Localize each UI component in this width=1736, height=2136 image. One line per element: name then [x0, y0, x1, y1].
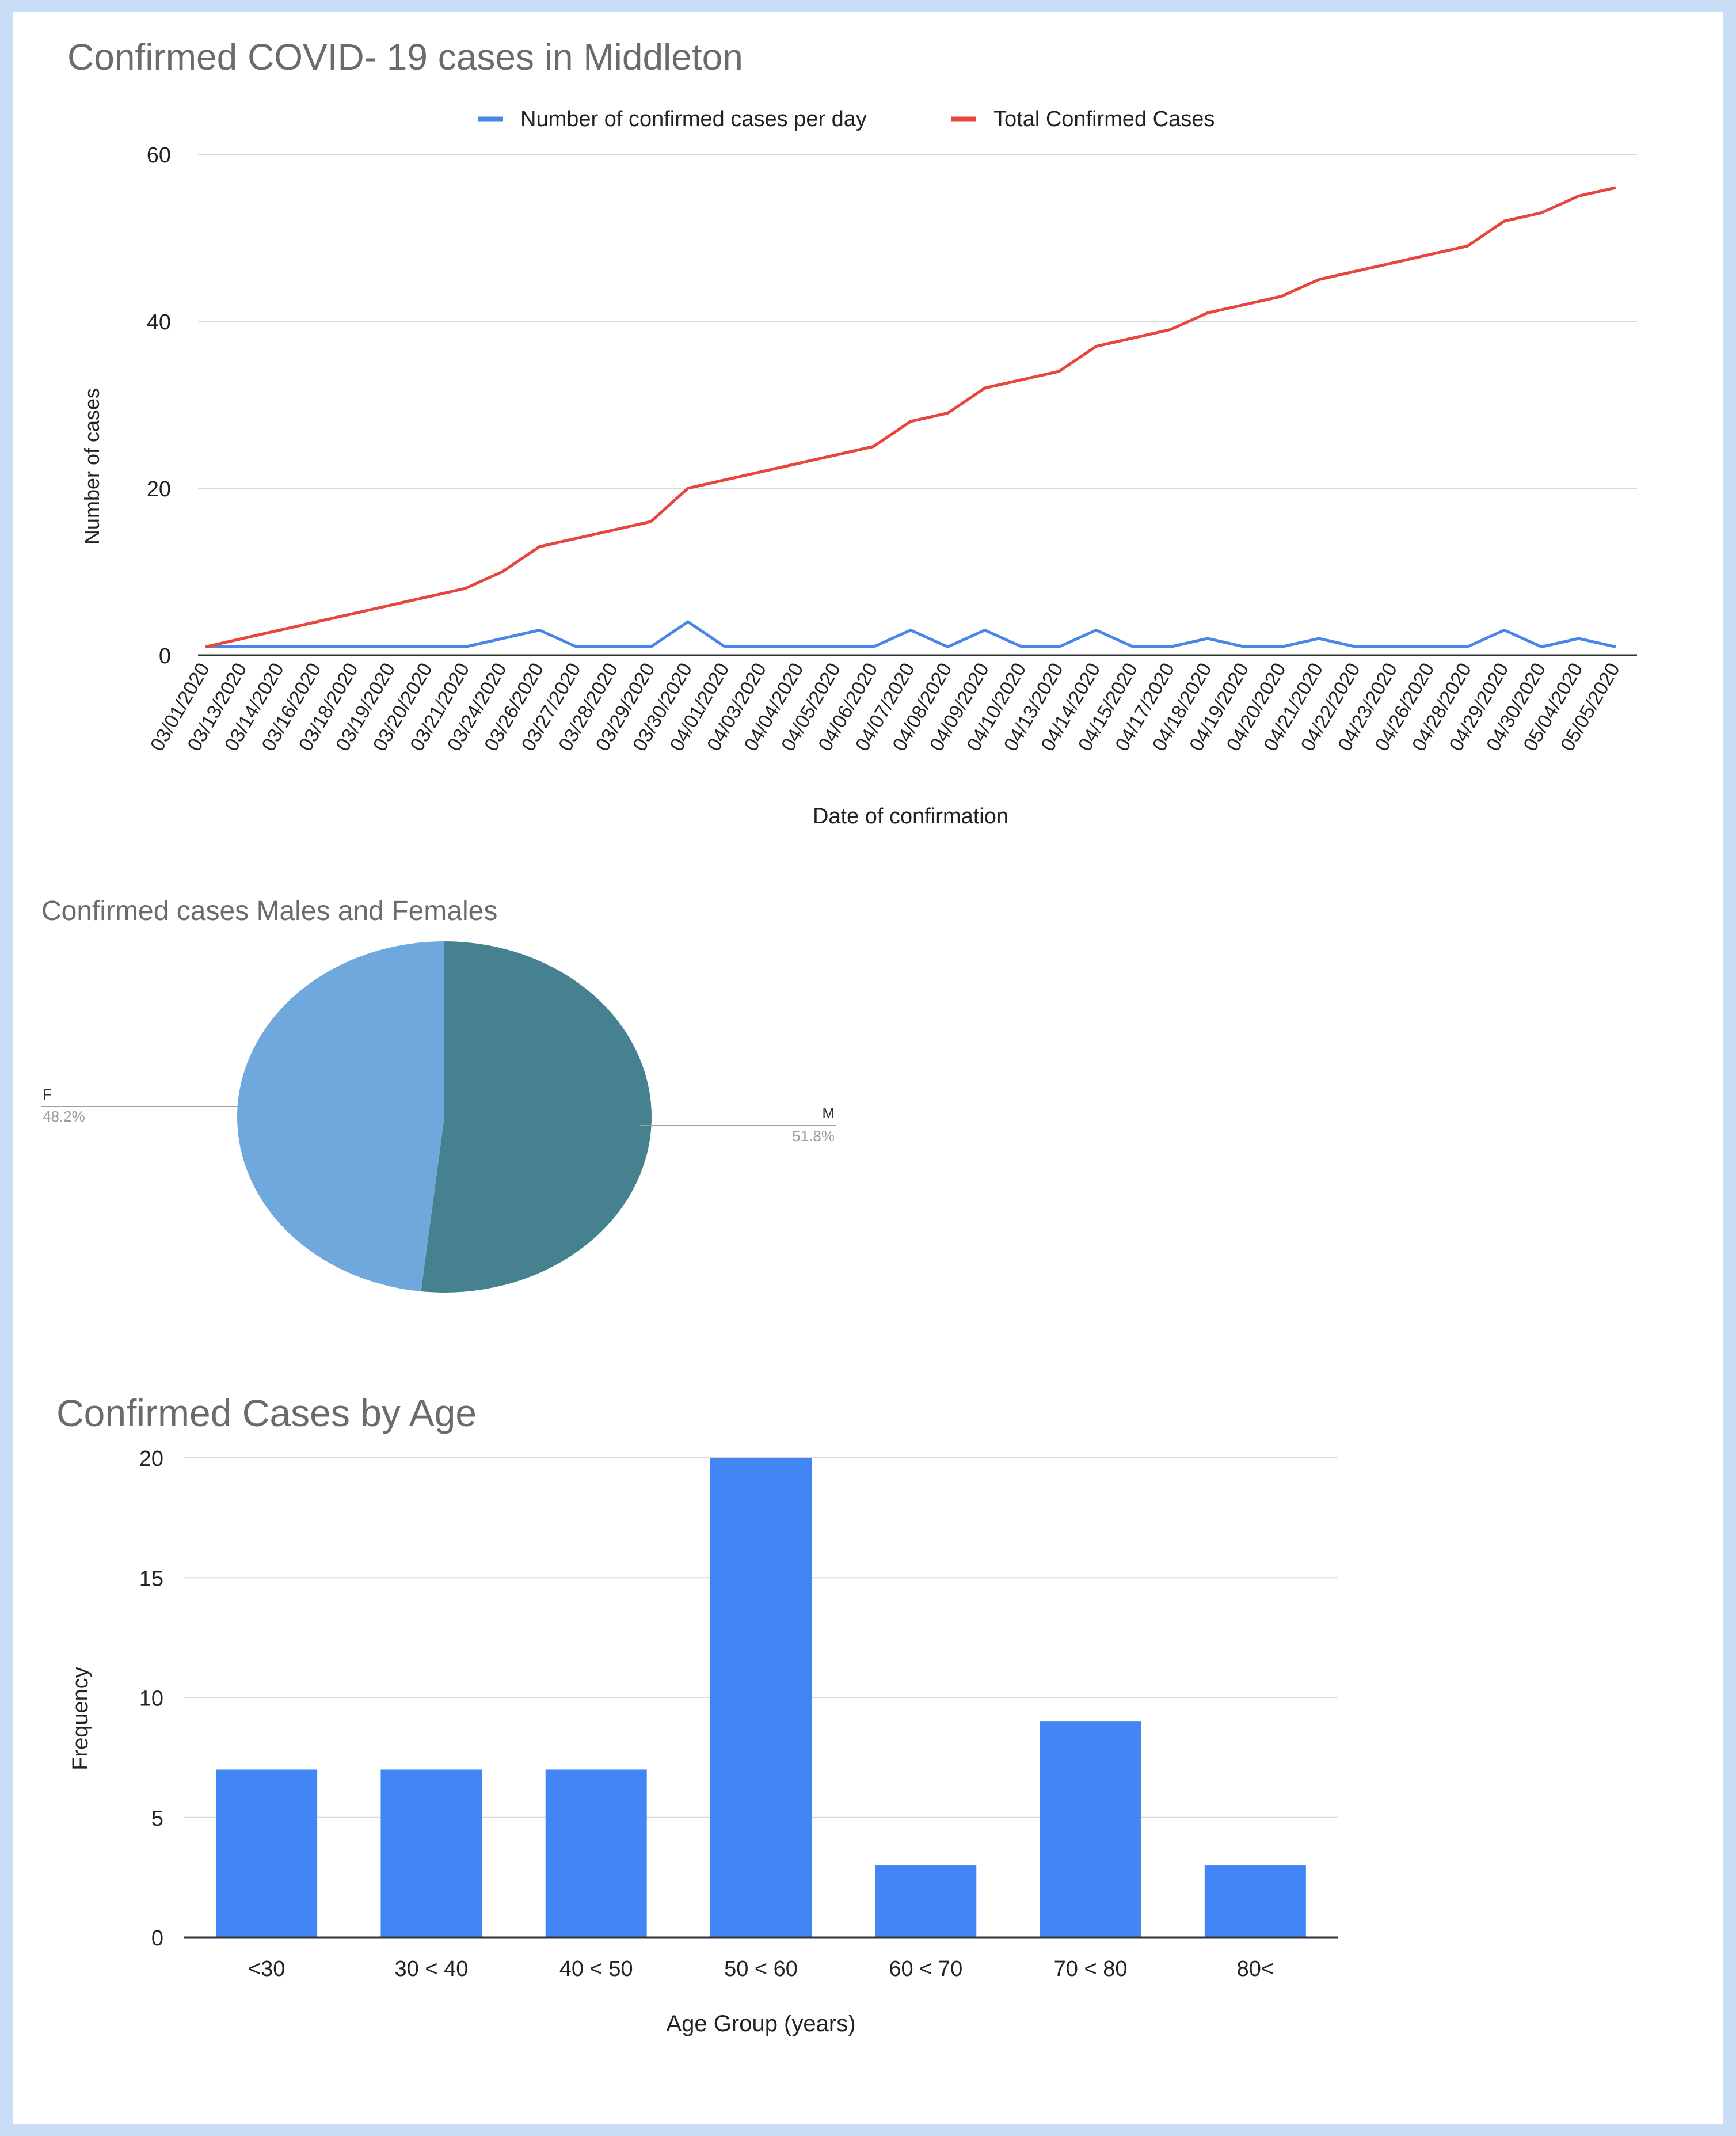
bar	[545, 1769, 647, 1937]
y-axis-label: Frequency	[68, 1667, 93, 1770]
legend-label: Total Confirmed Cases	[993, 107, 1215, 131]
x-axis-label: Date of confirmation	[813, 804, 1008, 828]
line-chart-title: Confirmed COVID- 19 cases in Middleton	[67, 36, 743, 78]
pie-chart-title: Confirmed cases Males and Females	[41, 896, 498, 926]
charts-canvas: 020406003/01/202003/13/202003/14/202003/…	[41, 107, 1637, 2036]
x-axis-label: Age Group (years)	[666, 2011, 855, 2036]
bar	[216, 1769, 318, 1937]
pie-label: M	[822, 1104, 835, 1122]
x-tick-label: 50 < 60	[724, 1957, 798, 1981]
y-tick-label: 60	[147, 143, 171, 168]
page: Confirmed COVID- 19 cases in Middleton C…	[13, 12, 1723, 2124]
bar	[1040, 1721, 1141, 1937]
x-tick-label: 60 < 70	[889, 1957, 962, 1981]
bar	[1204, 1865, 1306, 1937]
y-axis-label: Number of cases	[80, 388, 104, 545]
y-tick-label: 40	[147, 310, 171, 335]
y-tick-label: 10	[139, 1687, 163, 1711]
pie-slice-f	[237, 941, 444, 1292]
x-tick-label: 70 < 80	[1054, 1957, 1128, 1981]
x-tick-label: 30 < 40	[395, 1957, 469, 1981]
pie-slice-m	[421, 941, 652, 1293]
x-tick-label: 80<	[1237, 1957, 1274, 1981]
y-tick-label: 15	[139, 1567, 163, 1591]
legend-label: Number of confirmed cases per day	[520, 107, 867, 131]
x-tick-label: 40 < 50	[559, 1957, 633, 1981]
y-tick-label: 5	[151, 1807, 163, 1831]
y-tick-label: 0	[159, 644, 171, 668]
x-tick-label: <30	[248, 1957, 285, 1981]
bar	[380, 1769, 482, 1937]
series-line-total-cases	[205, 186, 1616, 648]
y-tick-label: 0	[151, 1926, 163, 1951]
pie-pct-label: 51.8%	[792, 1127, 835, 1145]
bar	[710, 1458, 812, 1937]
series-line-cases-per-day	[205, 620, 1616, 648]
pie-pct-label: 48.2%	[43, 1108, 85, 1125]
bar	[875, 1865, 977, 1937]
pie-label: F	[43, 1086, 52, 1103]
y-tick-label: 20	[139, 1447, 163, 1471]
bar-chart-title: Confirmed Cases by Age	[56, 1392, 477, 1434]
y-tick-label: 20	[147, 477, 171, 501]
